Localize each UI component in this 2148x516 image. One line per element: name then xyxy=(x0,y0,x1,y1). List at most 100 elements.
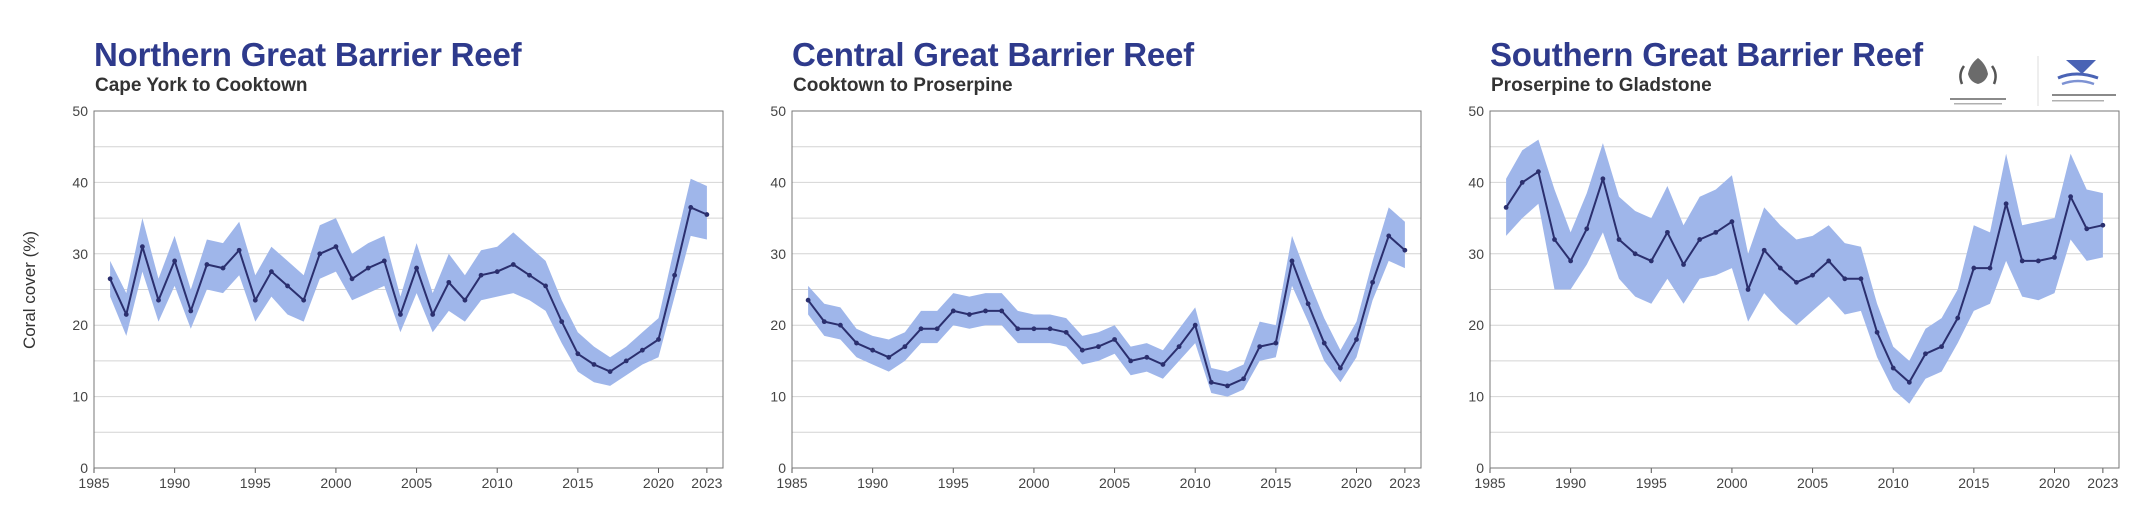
central-x-tick-label: 1985 xyxy=(776,475,807,491)
northern-x-tick-label: 2015 xyxy=(562,475,593,491)
northern-data-point xyxy=(317,251,323,257)
northern-data-point xyxy=(301,297,307,303)
southern-data-point xyxy=(1616,237,1622,242)
southern-x-tick-label: 2020 xyxy=(2039,475,2070,491)
southern-x-tick-label: 2015 xyxy=(1958,475,1989,491)
northern-data-point xyxy=(269,269,274,275)
central-x-tick-label: 1990 xyxy=(857,475,888,491)
northern-data-point xyxy=(559,319,565,325)
central-data-point xyxy=(1015,326,1021,332)
central-data-point xyxy=(1273,340,1279,346)
southern-chart-panel: Southern Great Barrier Reef Proserpine t… xyxy=(1490,0,2148,516)
central-chart-title: Central Great Barrier Reef xyxy=(792,36,1194,73)
northern-data-point xyxy=(478,272,484,278)
central-data-point xyxy=(918,326,924,332)
southern-data-point xyxy=(1955,315,1961,321)
southern-data-point xyxy=(1648,258,1654,264)
central-data-point xyxy=(1337,365,1343,371)
central-data-point xyxy=(950,308,956,314)
central-data-point xyxy=(1321,340,1327,346)
southern-confidence-band xyxy=(1506,139,2103,404)
northern-data-point xyxy=(639,347,645,353)
central-data-point xyxy=(1144,354,1150,360)
northern-y-tick-label: 10 xyxy=(72,389,88,405)
central-data-point xyxy=(1176,344,1182,350)
central-data-point xyxy=(999,308,1005,314)
northern-data-point xyxy=(430,312,436,317)
northern-data-point xyxy=(398,312,403,317)
central-x-tick-label: 2000 xyxy=(1018,475,1049,491)
northern-data-point xyxy=(285,283,290,289)
northern-data-point xyxy=(494,269,500,275)
northern-data-point xyxy=(510,262,516,267)
northern-plot-frame xyxy=(93,110,724,469)
northern-data-point xyxy=(220,265,226,271)
northern-mean-line xyxy=(109,206,708,373)
central-data-point xyxy=(1354,337,1359,342)
central-chart-subtitle: Cooktown to Proserpine xyxy=(793,75,1013,96)
southern-chart-title: Southern Great Barrier Reef xyxy=(1490,36,1923,73)
southern-data-point xyxy=(2100,222,2106,228)
northern-y-tick-label: 20 xyxy=(72,317,88,333)
northern-data-point xyxy=(623,358,629,364)
southern-data-point xyxy=(1697,237,1703,242)
southern-data-point xyxy=(1826,258,1832,264)
central-data-point xyxy=(1192,322,1198,328)
southern-data-point xyxy=(2019,258,2025,264)
northern-data-point xyxy=(123,312,129,317)
northern-data-point xyxy=(381,258,387,264)
central-data-point xyxy=(1160,362,1166,367)
central-data-point xyxy=(1063,329,1069,335)
southern-data-point xyxy=(2084,226,2090,232)
northern-data-point xyxy=(446,279,452,285)
central-x-tick-label: 1995 xyxy=(938,475,969,491)
southern-x-tick-label: 1990 xyxy=(1555,475,1586,491)
southern-data-point xyxy=(2068,194,2074,200)
southern-data-point xyxy=(1987,265,1993,271)
southern-y-tick-label: 30 xyxy=(1468,246,1484,262)
northern-chart-title: Northern Great Barrier Reef xyxy=(94,36,522,73)
southern-data-point xyxy=(1519,180,1525,185)
central-mean-line xyxy=(807,234,1406,387)
southern-x-tick-label: 1985 xyxy=(1474,475,1505,491)
southern-data-point xyxy=(2035,258,2041,264)
southern-data-point xyxy=(1890,365,1896,371)
central-data-point xyxy=(1370,279,1376,285)
southern-data-point xyxy=(1535,169,1541,175)
northern-data-point xyxy=(543,283,548,289)
northern-data-point xyxy=(607,369,613,375)
northern-y-tick-label: 50 xyxy=(72,103,88,119)
southern-y-tick-label: 50 xyxy=(1468,103,1484,119)
southern-plot-area: 0 10 20 30 40 50 1985 1990 1995 2000 2005 2010 2015 2… xyxy=(1468,103,2120,491)
southern-x-tick-label: 2000 xyxy=(1716,475,1747,491)
southern-chart-subtitle: Proserpine to Gladstone xyxy=(1491,75,1712,96)
southern-data-point xyxy=(1632,251,1638,257)
central-y-tick-label: 40 xyxy=(770,174,786,190)
central-data-point xyxy=(1208,379,1214,385)
central-y-tick-label: 20 xyxy=(770,317,786,333)
southern-x-tick-label: 2010 xyxy=(1878,475,1909,491)
australian-government-crest-icon xyxy=(1950,58,2006,105)
central-data-point xyxy=(854,340,859,346)
central-data-point xyxy=(1112,337,1117,342)
southern-data-point xyxy=(1745,287,1751,292)
southern-data-point xyxy=(1665,229,1670,235)
southern-data-point xyxy=(1552,237,1557,242)
northern-y-tick-label: 0 xyxy=(80,460,88,476)
southern-data-point xyxy=(1923,351,1928,357)
northern-data-point xyxy=(462,297,468,303)
southern-data-point xyxy=(1568,258,1574,264)
agency-logos xyxy=(1950,56,2116,106)
central-plot-area: 0 10 20 30 40 50 1985 1990 1995 2000 2005 2010 2015 2… xyxy=(770,103,1422,491)
central-data-point xyxy=(870,347,876,353)
southern-data-point xyxy=(1939,344,1944,350)
central-data-point xyxy=(1289,258,1295,264)
northern-data-point xyxy=(591,362,597,367)
northern-data-point xyxy=(236,247,242,253)
northern-data-point xyxy=(333,244,339,250)
northern-data-point xyxy=(139,244,145,250)
southern-x-tick-label: 1995 xyxy=(1636,475,1667,491)
central-x-tick-label: 2023 xyxy=(1389,475,1420,491)
southern-y-tick-label: 0 xyxy=(1476,460,1484,476)
central-data-point xyxy=(1047,326,1053,332)
